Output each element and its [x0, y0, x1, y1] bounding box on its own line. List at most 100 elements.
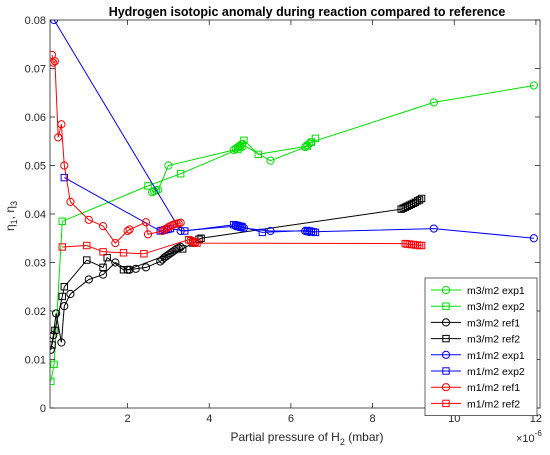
data-point [57, 338, 66, 347]
legend-label: m3/m2 ref1 [467, 317, 520, 329]
data-point [51, 326, 59, 335]
data-point [83, 241, 91, 250]
data-point [50, 345, 55, 354]
data-point [57, 120, 66, 129]
data-point [144, 182, 152, 190]
data-point [125, 225, 134, 234]
data-point [266, 156, 275, 165]
data-point [50, 20, 59, 25]
y-tick-label: 0.05 [25, 161, 46, 173]
data-point [60, 173, 68, 182]
data-point [240, 136, 248, 144]
legend-marker [441, 383, 451, 392]
data-point [66, 289, 75, 299]
y-tick-label: 0.01 [25, 355, 46, 367]
legend-entry: m3/m2 exp2 [431, 301, 525, 313]
y-axis-label-eta1: η [3, 224, 17, 231]
data-point [197, 234, 205, 242]
data-point [305, 139, 314, 148]
data-point [119, 249, 128, 257]
data-point [413, 197, 422, 205]
x-tick-label: 8 [370, 413, 376, 425]
data-point [140, 250, 148, 258]
x-multiplier-base: ×10 [516, 433, 535, 445]
legend-marker [442, 302, 450, 310]
data-point [143, 230, 153, 239]
legend-entry: m3/m2 ref2 [431, 334, 520, 346]
data-point [258, 228, 267, 237]
legend-marker [442, 367, 450, 375]
x-tick-label: 4 [206, 413, 212, 425]
data-point [111, 258, 120, 267]
y-axis-label-sub3: 3 [9, 201, 19, 206]
data-point [52, 309, 61, 318]
data-point [158, 226, 167, 236]
y-tick-label: 0 [40, 403, 46, 415]
data-point [529, 234, 538, 243]
data-point [141, 218, 151, 227]
data-point [238, 222, 246, 231]
series-m1-m2-ref2 [58, 236, 426, 258]
data-point [162, 224, 171, 233]
y-tick-label: 0.07 [25, 64, 46, 76]
data-point [50, 58, 58, 67]
data-point [238, 142, 246, 150]
x-axis-label: Partial pressure of H2 (mbar) [230, 430, 383, 447]
data-point [54, 133, 63, 142]
series-line [51, 198, 422, 345]
data-point [311, 228, 320, 237]
series-line [62, 239, 422, 255]
series-line [50, 246, 181, 350]
legend-entry: m3/m2 exp1 [431, 285, 525, 297]
data-point [141, 263, 151, 272]
data-point [60, 161, 69, 170]
x-tick-label: 2 [125, 413, 131, 425]
data-point [50, 360, 58, 369]
legend-label: m1/m2 ref2 [467, 398, 520, 410]
x-multiplier-exp: -6 [535, 429, 543, 438]
data-point [131, 264, 140, 273]
data-point [58, 243, 66, 251]
data-point [58, 292, 66, 301]
data-point [417, 241, 426, 250]
data-point [429, 98, 438, 107]
legend-marker [442, 399, 450, 408]
x-axis-multiplier: ×10-6 [516, 429, 542, 445]
plot-area: 2 4 6 8 10 12 0 0.01 0.02 0.03 0.04 0.05 0.06 0.07 0.… [25, 15, 542, 425]
data-point [99, 248, 107, 256]
data-point [83, 256, 91, 264]
data-point [66, 197, 75, 206]
data-point [103, 253, 111, 262]
y-axis-label: η1, η3 [3, 201, 19, 231]
series-m1-m2-ref1 [50, 50, 185, 248]
series-m3-m2-ref1 [50, 242, 185, 354]
data-point [176, 170, 185, 178]
data-point [111, 239, 120, 248]
series-m3-m2-exp2 [50, 134, 320, 386]
data-point [303, 142, 311, 150]
data-point [181, 227, 189, 235]
data-point [60, 283, 68, 291]
data-point [417, 194, 426, 203]
data-point [98, 222, 108, 231]
legend-label: m1/m2 ref1 [467, 382, 520, 394]
data-point [176, 218, 185, 227]
data-point [236, 143, 244, 152]
y-tick-label: 0.08 [25, 15, 46, 27]
legend-label: m1/m2 exp1 [467, 350, 525, 362]
data-point [254, 150, 262, 159]
legend-marker [441, 285, 451, 295]
y-tick-label: 0.03 [25, 258, 46, 270]
data-point [123, 266, 132, 274]
legend-entry: m1/m2 exp2 [431, 366, 525, 378]
series-layer [50, 20, 538, 386]
y-tick-label: 0.02 [25, 306, 46, 318]
data-point [529, 81, 538, 90]
x-axis-label-unit: (mbar) [345, 430, 384, 444]
chart-title: Hydrogen isotopic anomaly during reactio… [109, 5, 506, 19]
data-point [84, 215, 93, 224]
x-axis-label-sub: 2 [340, 437, 345, 447]
series-line [50, 137, 316, 382]
data-point [164, 250, 173, 259]
